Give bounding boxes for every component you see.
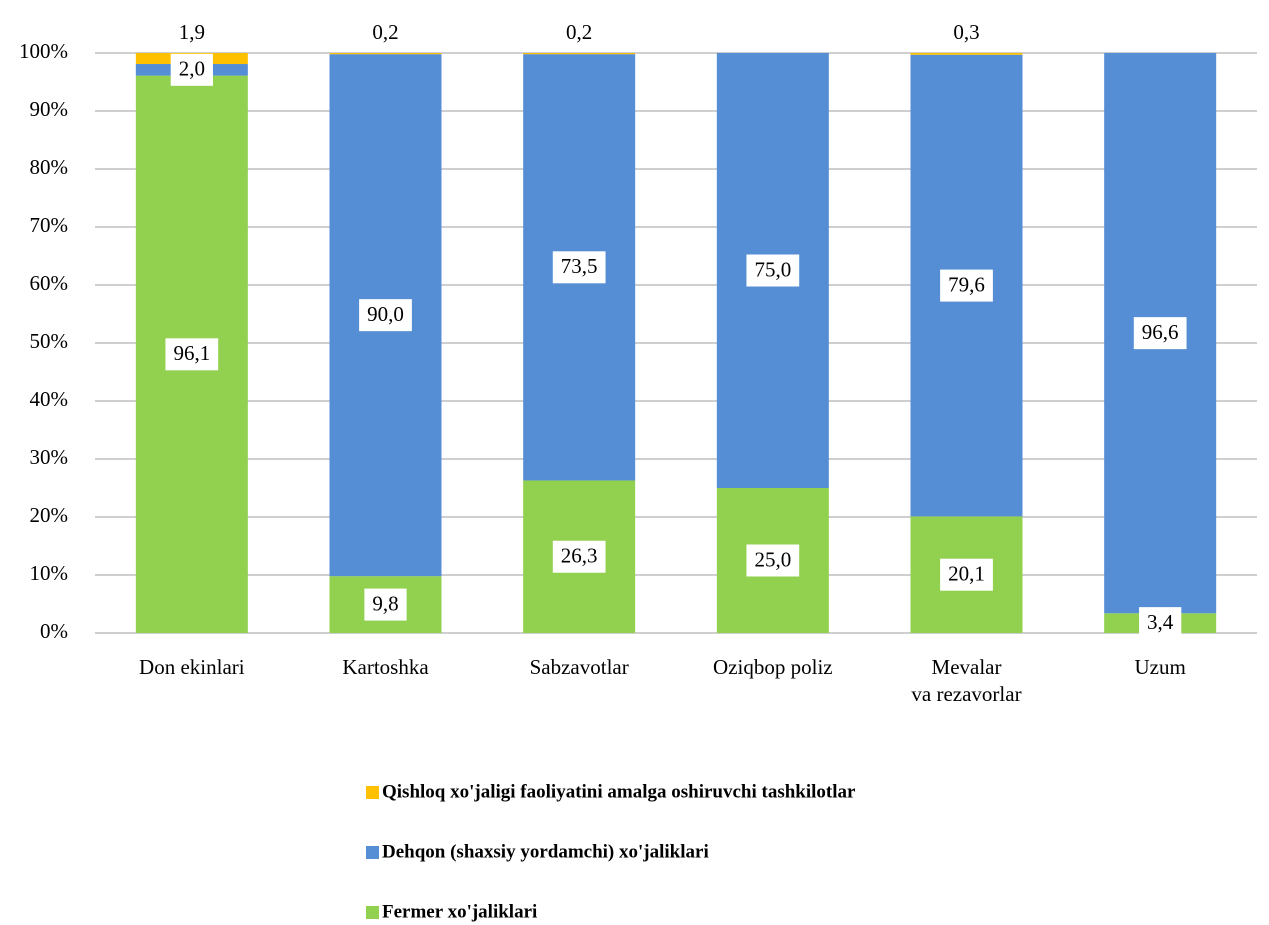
y-tick-label: 90% — [30, 97, 69, 121]
y-tick-label: 10% — [30, 561, 69, 585]
bar-segment — [910, 53, 1023, 55]
data-label-text: 73,5 — [561, 254, 598, 278]
legend-label: Dehqon (shaxsiy yordamchi) xo'jaliklari — [382, 841, 709, 862]
y-tick-label: 50% — [30, 329, 69, 353]
data-label-box — [364, 588, 407, 621]
x-tick-label: Sabzavotlar — [530, 655, 629, 679]
y-tick-label: 40% — [30, 387, 69, 411]
data-label: 25,0 — [746, 544, 800, 577]
y-tick-label: 60% — [30, 271, 69, 295]
data-label-box — [1139, 607, 1182, 640]
data-label: 2,0 — [170, 53, 213, 86]
data-label-text: 0,3 — [953, 20, 979, 44]
x-tick-label: Kartoshka — [342, 655, 429, 679]
bar-segment — [523, 53, 636, 55]
data-label: 0,2 — [372, 20, 398, 44]
data-label-box — [552, 251, 606, 284]
bar-segment — [329, 53, 442, 55]
x-tick-label: Don ekinlari — [139, 655, 245, 679]
data-label-text: 96,1 — [173, 341, 210, 365]
data-label-text: 90,0 — [367, 302, 404, 326]
legend-swatch — [366, 786, 379, 799]
data-label-box — [1133, 317, 1187, 350]
data-label-text: 20,1 — [948, 562, 985, 586]
y-tick-label: 30% — [30, 445, 69, 469]
data-label: 79,6 — [940, 269, 993, 302]
data-label: 1,9 — [179, 20, 205, 44]
data-label: 0,3 — [953, 20, 979, 44]
data-label-text: 96,6 — [1142, 320, 1179, 344]
data-label-box — [170, 53, 213, 86]
data-label-box — [552, 540, 606, 573]
data-label-box — [940, 269, 993, 302]
data-label-text: 26,3 — [561, 544, 598, 568]
y-tick-label: 100% — [19, 39, 68, 63]
x-tick-label: Uzum — [1135, 655, 1186, 679]
data-label: 3,4 — [1139, 607, 1182, 640]
data-label-text: 75,0 — [754, 257, 791, 281]
data-label-box — [359, 299, 412, 332]
data-label: 26,3 — [552, 540, 606, 573]
data-label: 0,2 — [566, 20, 592, 44]
data-label: 96,1 — [165, 338, 219, 371]
data-label-box — [165, 338, 219, 371]
data-label: 73,5 — [552, 251, 606, 284]
data-label: 20,1 — [940, 558, 993, 591]
data-label-text: 3,4 — [1147, 610, 1174, 634]
data-label-text: 9,8 — [372, 591, 398, 615]
x-tick-label: Mevalar va rezavorlar — [911, 655, 1021, 706]
data-label-text: 1,9 — [179, 20, 205, 44]
legend-label: Fermer xo'jaliklari — [382, 901, 537, 922]
data-label-text: 2,0 — [179, 57, 205, 81]
data-label: 75,0 — [746, 254, 800, 287]
data-label: 90,0 — [359, 299, 412, 332]
y-tick-label: 0% — [40, 619, 68, 643]
x-tick-label: Oziqbop poliz — [713, 655, 833, 679]
y-tick-label: 70% — [30, 213, 69, 237]
legend: Qishloq xo'jaligi faoliyatini amalga osh… — [366, 781, 856, 922]
legend-label: Qishloq xo'jaligi faoliyatini amalga osh… — [382, 781, 856, 802]
data-label-text: 25,0 — [754, 547, 791, 571]
legend-swatch — [366, 846, 379, 859]
data-label: 9,8 — [364, 588, 407, 621]
data-label-text: 79,6 — [948, 272, 985, 296]
data-label-box — [746, 254, 800, 287]
data-label-text: 0,2 — [372, 20, 398, 44]
y-tick-label: 80% — [30, 155, 69, 179]
y-tick-label: 20% — [30, 503, 69, 527]
data-label: 96,6 — [1133, 317, 1187, 350]
data-label-box — [940, 558, 993, 591]
data-label-box — [746, 544, 800, 577]
legend-swatch — [366, 906, 379, 919]
data-label-text: 0,2 — [566, 20, 592, 44]
